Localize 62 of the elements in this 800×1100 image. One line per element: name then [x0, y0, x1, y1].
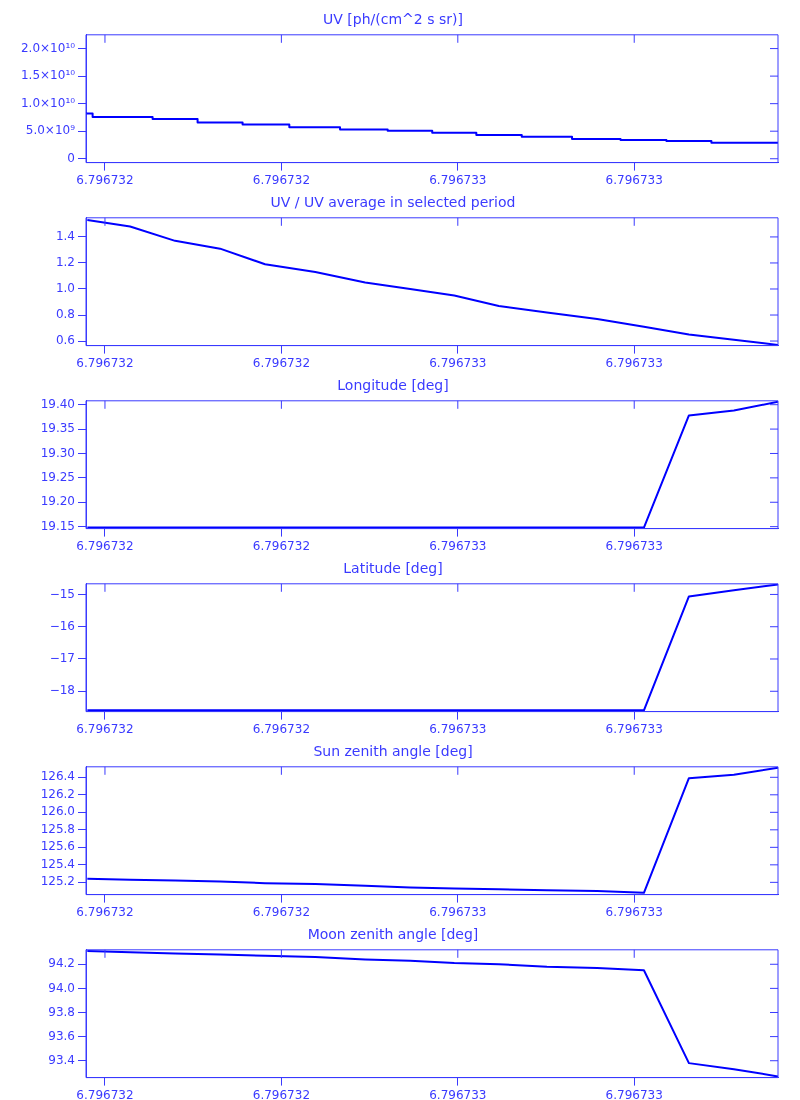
x-tick-label: 6.796732: [252, 1087, 311, 1100]
x-tick-label: 6.796733: [605, 721, 663, 736]
x-tick-label: 6.796733: [429, 904, 487, 919]
chart-title: Longitude [deg]: [337, 377, 449, 394]
y-tick-label: 19.25: [40, 470, 75, 484]
y-tick-label: 1.4: [55, 229, 75, 244]
y-tick-label: 19.15: [40, 518, 75, 533]
y-tick-label: 126.4: [40, 769, 75, 784]
y-tick-label: 0.8: [55, 307, 75, 322]
x-tick-label: 6.796733: [429, 172, 487, 187]
y-tick-label: 94.0: [48, 980, 75, 995]
y-tick-label: 19.30: [40, 445, 75, 460]
y-tick-label: −15: [49, 586, 75, 601]
y-tick-label: 93.6: [48, 1028, 75, 1043]
x-tick-label: 6.796733: [429, 538, 487, 553]
y-tick-label: 94.2: [48, 956, 75, 971]
x-tick-label: 6.796732: [76, 1087, 134, 1100]
x-tick-label: 6.796732: [76, 721, 134, 736]
y-tick-label: 0.6: [55, 333, 75, 348]
y-tick-label: 1.5×10¹⁰: [20, 68, 76, 83]
x-tick-label: 6.796733: [429, 721, 487, 736]
y-tick-label: 1.2: [55, 255, 75, 270]
y-tick-label: −16: [49, 618, 75, 633]
y-tick-label: 0: [67, 150, 75, 165]
y-tick-label: 126.2: [40, 786, 75, 801]
y-tick-label: 1.0: [55, 281, 75, 296]
y-tick-label: −18: [49, 683, 75, 698]
chart-title: Latitude [deg]: [343, 560, 443, 577]
y-tick-label: 5.0×10⁹: [25, 123, 76, 138]
y-tick-label: 125.8: [40, 821, 75, 836]
x-tick-label: 6.796733: [605, 355, 663, 370]
x-tick-label: 6.796732: [252, 721, 311, 736]
y-tick-label: 126.0: [40, 804, 75, 819]
y-tick-label: 19.35: [40, 421, 75, 436]
x-tick-label: 6.796732: [252, 538, 311, 553]
x-tick-label: 6.796733: [605, 172, 663, 187]
x-tick-label: 6.796733: [605, 1087, 663, 1100]
x-tick-label: 6.796733: [429, 1087, 487, 1100]
y-tick-label: 19.20: [40, 494, 75, 509]
x-tick-label: 6.796732: [252, 904, 311, 919]
x-tick-label: 6.796733: [605, 538, 663, 553]
x-tick-label: 6.796732: [76, 904, 134, 919]
x-tick-label: 6.796732: [252, 172, 311, 187]
x-tick-label: 6.796732: [76, 538, 134, 553]
chart-title: UV / UV average in selected period: [270, 194, 516, 211]
x-tick-label: 6.796732: [76, 172, 134, 187]
chart-title: Moon zenith angle [deg]: [307, 926, 479, 943]
y-tick-label: −17: [49, 651, 75, 666]
y-tick-label: 2.0×10¹⁰: [20, 40, 76, 55]
chart-title: UV [ph/(cm^2 s sr)]: [323, 11, 463, 28]
x-tick-label: 6.796733: [605, 904, 663, 919]
y-tick-label: 125.4: [40, 856, 75, 871]
y-tick-label: 125.6: [40, 839, 75, 854]
y-tick-label: 1.0×10¹⁰: [20, 95, 76, 110]
y-tick-label: 93.8: [48, 1004, 75, 1019]
x-tick-label: 6.796732: [252, 355, 311, 370]
y-tick-label: 125.2: [40, 874, 75, 889]
x-tick-label: 6.796733: [429, 355, 487, 370]
chart-title: Sun zenith angle [deg]: [313, 743, 473, 760]
y-tick-label: 93.4: [48, 1052, 75, 1067]
y-tick-label: 19.40: [40, 396, 75, 411]
x-tick-label: 6.796732: [76, 355, 134, 370]
